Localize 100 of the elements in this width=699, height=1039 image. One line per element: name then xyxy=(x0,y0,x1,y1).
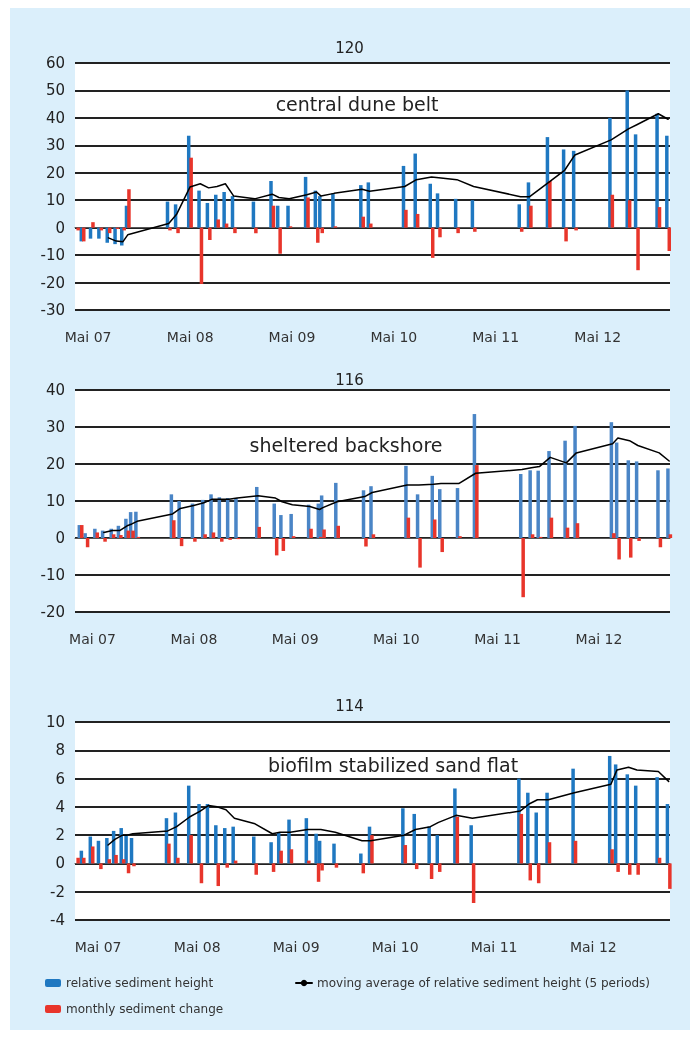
y-tick-label: -10 xyxy=(40,566,65,584)
bar xyxy=(610,849,614,864)
bar xyxy=(545,792,549,864)
bar xyxy=(131,530,135,538)
bar xyxy=(636,863,640,875)
bar xyxy=(279,850,283,864)
bar xyxy=(370,835,374,864)
bar xyxy=(336,525,340,538)
bar xyxy=(665,135,669,228)
y-tick-label: 10 xyxy=(45,713,65,731)
bar xyxy=(438,489,442,538)
bar xyxy=(571,768,575,864)
x-tick-label: Mai 12 xyxy=(574,329,622,345)
bar xyxy=(608,117,612,228)
y-tick-label: 40 xyxy=(45,108,65,127)
bar xyxy=(216,219,220,228)
bar xyxy=(233,227,237,234)
bar xyxy=(628,863,632,875)
annotation: central dune belt xyxy=(275,93,439,115)
x-tick-label: Mai 08 xyxy=(170,631,218,647)
bar xyxy=(272,503,276,538)
bar xyxy=(269,842,273,864)
x-tick-label: Mai 11 xyxy=(474,631,521,647)
y-tick-label: -4 xyxy=(50,911,65,929)
bar xyxy=(91,846,95,864)
bar xyxy=(322,529,326,538)
bar xyxy=(127,189,131,228)
legend-label: relative sediment height xyxy=(66,976,214,990)
bar xyxy=(176,227,180,234)
bar xyxy=(189,835,193,864)
bar xyxy=(526,792,530,864)
y-tick-label: 50 xyxy=(45,81,65,100)
y-tick-label: -20 xyxy=(40,603,65,621)
bar xyxy=(103,538,107,542)
bar xyxy=(95,532,100,538)
bar xyxy=(404,465,408,538)
y-tick-label: -10 xyxy=(40,246,65,265)
bar xyxy=(414,863,419,870)
bar xyxy=(220,538,224,542)
y-tick-label: 8 xyxy=(55,741,65,760)
bar xyxy=(254,227,258,234)
bar xyxy=(278,227,282,254)
y-tick-label: 30 xyxy=(45,136,65,155)
y-tick-label: 60 xyxy=(45,54,65,72)
bar xyxy=(197,804,201,864)
bar xyxy=(438,227,442,238)
bar xyxy=(528,470,532,538)
bar xyxy=(364,538,368,547)
y-tick-label: 0 xyxy=(55,529,65,547)
bar xyxy=(134,511,138,538)
bar xyxy=(214,825,218,864)
bar xyxy=(564,227,568,242)
bar xyxy=(334,863,339,868)
x-tick-label: Mai 10 xyxy=(372,631,420,647)
x-tick-label: Mai 10 xyxy=(371,939,419,955)
bar xyxy=(223,828,227,864)
bar xyxy=(418,538,422,568)
bar xyxy=(331,193,335,228)
bar xyxy=(369,223,373,228)
bar xyxy=(132,863,136,867)
bar xyxy=(530,534,535,538)
bar xyxy=(271,863,276,872)
x-tick-label: Mai 07 xyxy=(64,329,112,345)
y-tick-label: -20 xyxy=(40,273,65,292)
bar xyxy=(440,538,444,553)
bar xyxy=(203,534,207,538)
y-tick-label: 10 xyxy=(45,492,65,510)
bar xyxy=(91,222,95,228)
bar xyxy=(82,857,86,864)
y-tick-label: -2 xyxy=(50,882,65,901)
bar xyxy=(222,191,226,228)
x-tick-label: Mai 12 xyxy=(575,631,623,647)
bar xyxy=(427,826,431,864)
bar xyxy=(636,227,640,271)
bar xyxy=(668,534,673,538)
bar xyxy=(119,535,123,538)
bar xyxy=(616,863,620,872)
bar xyxy=(234,498,238,538)
legend-label: moving average of relative sediment height (5 periods) xyxy=(317,976,651,990)
x-tick-label: Mai 11 xyxy=(472,329,520,345)
bar xyxy=(529,205,533,228)
x-tick-label: Mai 12 xyxy=(569,939,617,955)
x-tick-label: Mai 08 xyxy=(166,329,214,345)
bar xyxy=(189,157,193,228)
bar xyxy=(314,833,318,864)
bar xyxy=(469,825,473,864)
y-tick-label: 10 xyxy=(45,191,65,210)
y-tick-label: 20 xyxy=(45,163,65,182)
bar xyxy=(309,528,313,538)
y-tick-label: -30 xyxy=(40,301,65,319)
bar xyxy=(76,857,80,864)
bar xyxy=(668,863,672,889)
bar xyxy=(573,425,577,538)
bar xyxy=(197,190,201,228)
x-tick-label: Mai 08 xyxy=(173,939,221,955)
bar xyxy=(105,837,109,864)
bar xyxy=(563,440,567,538)
bar xyxy=(172,520,176,538)
bar xyxy=(412,813,416,864)
bar xyxy=(211,532,216,538)
